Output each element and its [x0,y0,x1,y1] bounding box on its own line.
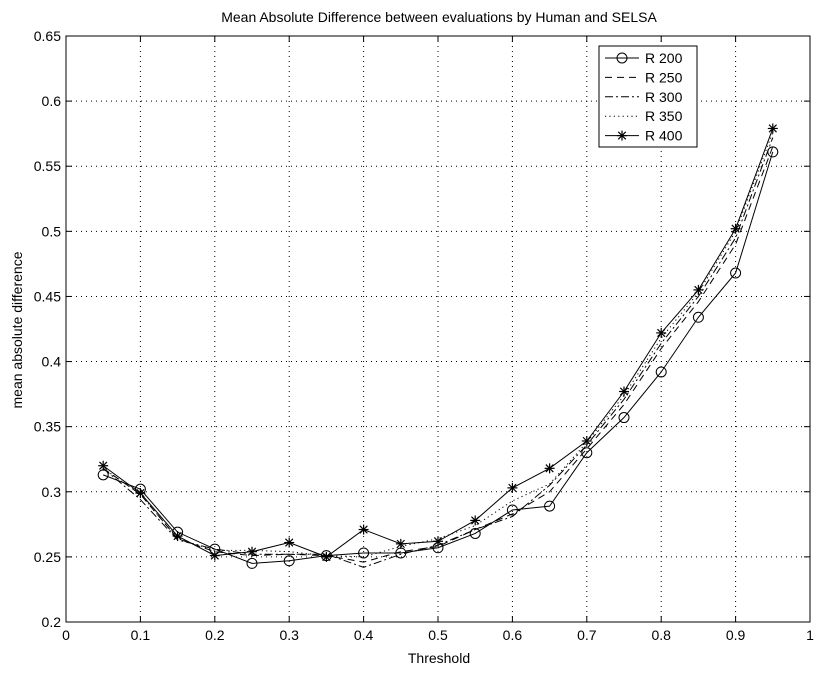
x-tick-label: 0 [62,627,70,643]
data-point-r-200 [618,412,630,424]
y-tick-label: 0.65 [34,28,61,44]
legend-item-r-350: R 350 [605,108,683,124]
legend-item-r-200: R 200 [605,50,683,66]
x-tick-label: 0.9 [726,627,746,643]
data-point-r-200 [692,311,704,323]
y-tick-label: 0.5 [42,223,62,239]
legend-label-r-400: R 400 [645,128,683,144]
data-point-r-400 [656,327,667,338]
y-tick-label: 0.45 [34,288,61,304]
legend-marker-r-200 [616,52,628,64]
data-point-r-200 [246,557,258,569]
data-point-r-200 [358,547,370,559]
axis-ticks: 0 0.1 0.2 0.3 0.4 0.5 0.6 0.7 0.8 0.9 1 0.2 0.25 0.3 0… [34,28,814,643]
legend-marker-r-400 [617,130,627,141]
series-group [97,123,779,569]
data-point-r-400 [544,463,555,474]
series-line-r-200 [103,151,774,564]
data-point-r-400 [581,435,592,446]
data-point-r-400 [284,537,295,548]
data-point-r-400 [358,524,369,535]
series-r-300 [102,137,774,568]
plot-frame [65,35,811,623]
y-tick-label: 0.55 [34,158,61,174]
series-line-r-400 [102,128,774,558]
data-point-r-400 [470,515,481,526]
data-point-r-200 [655,366,667,378]
data-point-r-200 [283,555,295,567]
series-line-r-300 [102,137,774,568]
x-tick-label: 0.6 [503,627,523,643]
x-tick-label: 0.1 [131,627,151,643]
data-point-r-400 [247,546,257,557]
data-point-r-200 [767,146,779,158]
legend-item-r-250: R 250 [605,69,683,85]
chart-title: Mean Absolute Difference between evaluat… [221,9,657,25]
data-point-r-200 [581,447,593,459]
data-point-r-400 [730,223,741,234]
x-tick-label: 0.5 [428,627,448,643]
data-point-r-400 [767,123,778,134]
data-point-r-200 [506,504,518,516]
data-point-r-400 [433,536,443,547]
x-tick-label: 1 [806,627,814,643]
data-point-r-400 [507,482,518,493]
data-point-r-400 [98,460,109,471]
data-point-r-200 [469,527,481,539]
legend-box [598,45,698,148]
data-point-r-400 [395,538,406,549]
data-point-r-400 [172,531,183,542]
legend: R 200 R 250 R 300 R 350 R 400 [598,45,698,148]
legend-item-r-400: R 400 [605,128,683,144]
y-tick-label: 0.35 [34,419,61,435]
data-point-r-400 [619,386,629,397]
series-r-400 [98,123,778,562]
series-line-r-250 [102,146,774,563]
legend-label-r-250: R 250 [645,69,683,85]
y-tick-label: 0.6 [42,93,62,109]
y-tick-label: 0.3 [42,484,62,500]
y-tick-label: 0.2 [42,614,62,630]
legend-item-r-300: R 300 [605,89,683,105]
legend-label-r-300: R 300 [645,89,683,105]
series-r-250 [102,146,774,563]
y-tick-label: 0.25 [34,549,61,565]
data-point-r-200 [544,500,556,512]
data-point-r-400 [209,550,220,561]
data-point-r-400 [321,551,332,562]
data-point-r-400 [135,488,146,499]
x-tick-label: 0.2 [205,627,225,643]
x-axis-label: Threshold [408,650,470,666]
y-axis-label: mean absolute difference [9,251,25,408]
series-r-200 [97,146,779,569]
legend-label-r-350: R 350 [645,108,683,124]
legend-label-r-200: R 200 [645,50,683,66]
x-tick-label: 0.4 [354,627,374,643]
data-point-r-400 [693,284,704,295]
data-point-r-200 [730,267,742,279]
x-tick-label: 0.7 [577,627,597,643]
x-tick-label: 0.8 [651,627,671,643]
y-tick-label: 0.4 [42,354,62,370]
x-tick-label: 0.3 [279,627,299,643]
